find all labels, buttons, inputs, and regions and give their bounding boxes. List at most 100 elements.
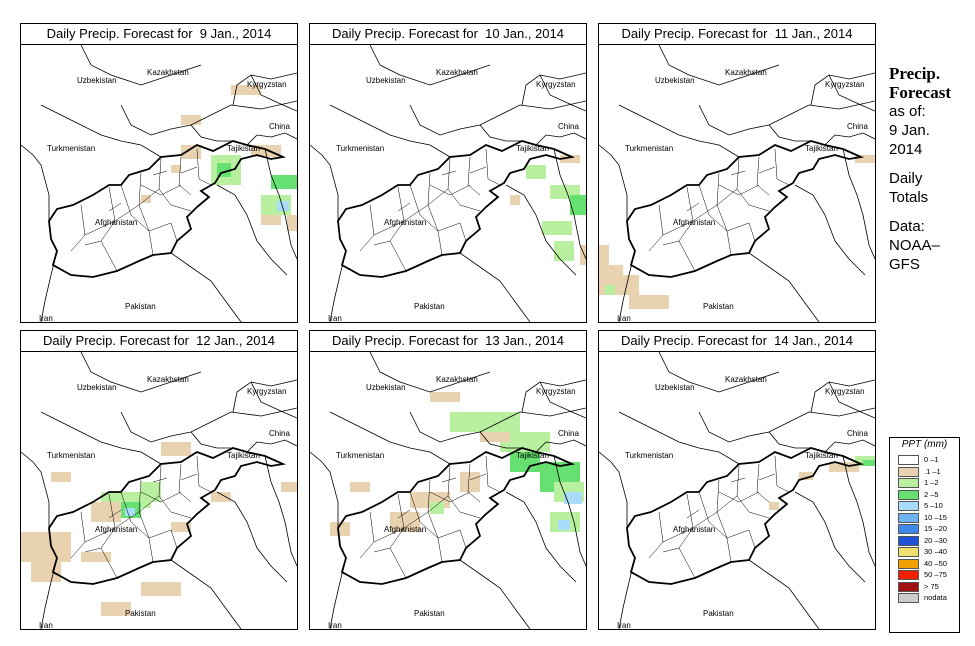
- province-border: [467, 463, 481, 503]
- province-border: [180, 473, 198, 481]
- province-border: [662, 220, 694, 236]
- country-border: [810, 72, 875, 106]
- totals-line1: Daily: [889, 170, 923, 187]
- province-border: [718, 491, 760, 503]
- legend-label: 20 –30: [924, 535, 947, 545]
- precip-map: Uzbekistan Kazakhstan Kyrgyzstan Turkmenist…: [310, 45, 586, 322]
- province-border: [373, 186, 405, 246]
- precip-cell: [350, 482, 370, 492]
- precip-cell: [542, 221, 572, 235]
- country-border: [459, 559, 531, 629]
- country-label-pakistan: Pakistan: [414, 302, 445, 311]
- province-border: [100, 547, 118, 579]
- precip-cell: [460, 472, 480, 492]
- country-label-uzbekistan: Uzbekistan: [366, 76, 406, 85]
- precip-cell: [855, 155, 875, 163]
- legend-swatch: [898, 558, 919, 569]
- province-border: [429, 491, 471, 503]
- forecast-panel-jan9: Daily Precip. Forecast for 9 Jan., 2014 …: [20, 23, 298, 323]
- precip-cell: [580, 245, 586, 265]
- country-border: [535, 132, 586, 146]
- province-border: [148, 537, 154, 563]
- country-border: [824, 439, 875, 453]
- precip-cell: [231, 85, 261, 95]
- country-border: [553, 148, 586, 260]
- precip-cell: [510, 452, 540, 472]
- precip-cell: [141, 482, 161, 502]
- country-border: [521, 72, 586, 106]
- country-label-turkmenistan: Turkmenistan: [336, 451, 384, 460]
- country-border: [310, 451, 339, 528]
- country-label-afghanistan: Afghanistan: [95, 218, 137, 227]
- precip-cell: [141, 582, 181, 596]
- province-border: [648, 511, 664, 559]
- province-border: [686, 509, 700, 519]
- province-border: [698, 184, 710, 216]
- precip-cell: [287, 215, 297, 231]
- province-border: [758, 473, 776, 481]
- precip-cell: [430, 502, 444, 514]
- country-label-china: China: [558, 122, 579, 131]
- precip-cell: [599, 245, 609, 265]
- province-border: [152, 477, 168, 483]
- country-label-turkmenistan: Turkmenistan: [336, 144, 384, 153]
- province-border: [716, 172, 728, 232]
- precip-cell: [277, 201, 289, 211]
- precip-map: Uzbekistan Kazakhstan Kyrgyzstan Turkmenist…: [21, 45, 297, 322]
- province-border: [748, 222, 756, 242]
- province-border: [748, 204, 770, 212]
- province-border: [140, 184, 182, 196]
- province-border: [114, 495, 160, 529]
- country-border: [80, 45, 202, 86]
- country-border: [794, 184, 866, 276]
- country-border: [828, 381, 875, 419]
- country-label-afghanistan: Afghanistan: [673, 525, 715, 534]
- country-border: [618, 411, 740, 465]
- country-border: [264, 148, 297, 260]
- totals-line2: Totals: [889, 189, 929, 206]
- afghanistan-border: [337, 140, 576, 278]
- province-border: [748, 511, 770, 519]
- country-border: [521, 379, 586, 413]
- afghanistan-border: [48, 447, 287, 585]
- precip-cell: [390, 512, 420, 532]
- precip-cell: [560, 155, 580, 163]
- province-border: [158, 158, 172, 206]
- precip-cell: [450, 412, 520, 432]
- province-border: [403, 495, 449, 529]
- province-border: [100, 240, 118, 272]
- province-border: [196, 148, 212, 186]
- province-border: [178, 463, 192, 503]
- precip-cell: [564, 492, 582, 504]
- province-border: [756, 463, 770, 503]
- precip-cell: [619, 275, 639, 295]
- country-border: [539, 381, 586, 419]
- province-border: [152, 170, 168, 176]
- precip-cell: [271, 175, 297, 189]
- precip-cell: [141, 195, 151, 203]
- legend-swatch: [898, 570, 919, 580]
- legend-rows: 0 –1 .1 –1 1 –2 2 –5 5 –10 10 –15 15 –20 20 –30…: [890, 454, 959, 604]
- country-label-pakistan: Pakistan: [703, 609, 734, 618]
- province-border: [178, 156, 192, 196]
- country-label-turkmenistan: Turkmenistan: [47, 451, 95, 460]
- panel-title: Daily Precip. Forecast for 9 Jan., 2014: [21, 24, 297, 45]
- country-label-turkmenistan: Turkmenistan: [625, 144, 673, 153]
- precip-cell: [211, 492, 231, 502]
- legend-entry: 15 –20: [890, 523, 959, 535]
- legend-entry: 5 –10: [890, 500, 959, 512]
- precip-cell: [101, 602, 131, 616]
- province-border: [441, 477, 457, 483]
- country-border: [794, 491, 866, 583]
- legend-entry: nodata: [890, 592, 959, 604]
- panel-title: Daily Precip. Forecast for 11 Jan., 2014: [599, 24, 875, 45]
- country-label-iran: Iran: [39, 314, 53, 322]
- province-border: [459, 511, 481, 519]
- country-label-china: China: [269, 429, 290, 438]
- precip-cell: [510, 195, 520, 205]
- country-label-china: China: [847, 429, 868, 438]
- country-border: [479, 431, 522, 449]
- country-label-tajikistan: Tajikistan: [227, 451, 260, 460]
- forecast-panel-jan14: Daily Precip. Forecast for 14 Jan., 2014…: [598, 330, 876, 630]
- precip-cell: [51, 472, 71, 482]
